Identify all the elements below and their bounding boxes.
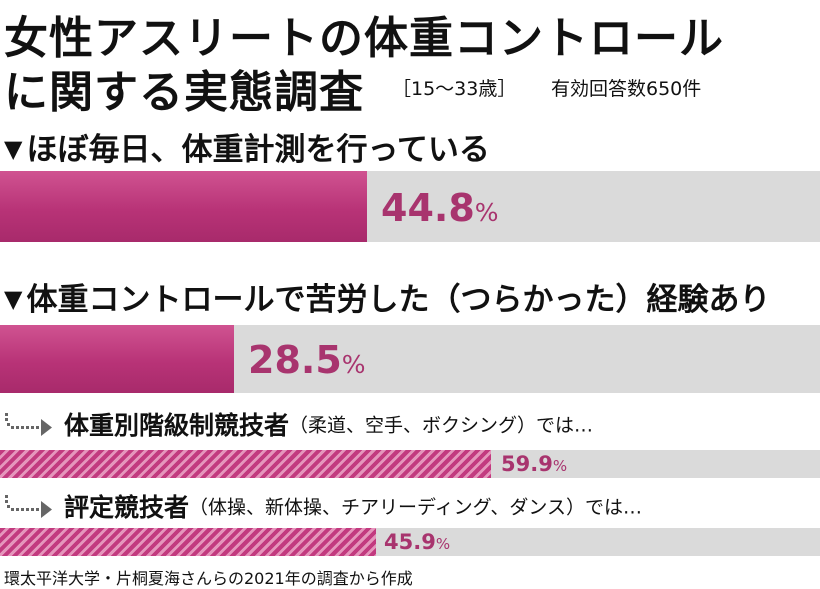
section2-heading: ▼ 体重コントロールで苦労した（つらかった）経験あり	[4, 274, 770, 319]
value-number: 59.9	[501, 452, 553, 476]
section1-heading-text: ほぼ毎日、体重計測を行っている	[26, 132, 490, 168]
percent-unit: %	[435, 535, 451, 553]
chart-title-line1: 女性アスリートの体重コントロール	[4, 13, 724, 64]
subgroup-weight-class-heading: 体重別階級制競技者（柔道、空手、ボクシング）では…	[4, 406, 593, 442]
chart-title-line2: に関する実態調査	[4, 67, 364, 118]
bar-track-struggle-all	[0, 325, 820, 393]
subgroup-judged-detail: （体操、新体操、チアリーディング、ダンス）では…	[189, 496, 642, 519]
subgroup-judged-name: 評定競技者	[64, 493, 190, 522]
triangle-marker-icon: ▼	[4, 135, 23, 163]
bar-track-weight-class	[0, 450, 820, 478]
bar-judged	[0, 528, 376, 556]
value-label-daily-weighing: 44.8%	[381, 186, 499, 230]
source-note: 環太平洋大学・片桐夏海さんらの2021年の調査から作成	[4, 569, 413, 588]
percent-unit: %	[474, 198, 499, 227]
bar-track-judged	[0, 528, 820, 556]
value-label-weight-class: 59.9%	[501, 452, 567, 476]
subgroup-weight-class-name: 体重別階級制競技者	[64, 411, 290, 440]
bar-struggle-all	[0, 325, 234, 393]
bar-daily-weighing	[0, 171, 367, 242]
percent-unit: %	[341, 350, 366, 379]
value-number: 45.9	[384, 530, 436, 554]
value-number: 44.8	[381, 186, 475, 230]
section2-heading-text: 体重コントロールで苦労した（つらかった）経験あり	[26, 282, 771, 318]
triangle-marker-icon: ▼	[4, 285, 23, 313]
respondent-count-label: 有効回答数650件	[551, 78, 702, 100]
section1-heading: ▼ ほぼ毎日、体重計測を行っている	[4, 124, 490, 169]
age-range-label: ［15〜33歳］	[392, 78, 517, 100]
bar-weight-class	[0, 450, 491, 478]
value-number: 28.5	[248, 338, 342, 382]
dotted-arrow-icon	[5, 495, 52, 518]
value-label-judged: 45.9%	[384, 530, 450, 554]
subgroup-weight-class-detail: （柔道、空手、ボクシング）では…	[289, 414, 594, 437]
bar-track-daily-weighing	[0, 171, 820, 242]
dotted-arrow-icon	[5, 413, 52, 436]
value-label-struggle-all: 28.5%	[248, 338, 366, 382]
subgroup-judged-heading: 評定競技者（体操、新体操、チアリーディング、ダンス）では…	[4, 488, 642, 524]
percent-unit: %	[552, 457, 568, 475]
